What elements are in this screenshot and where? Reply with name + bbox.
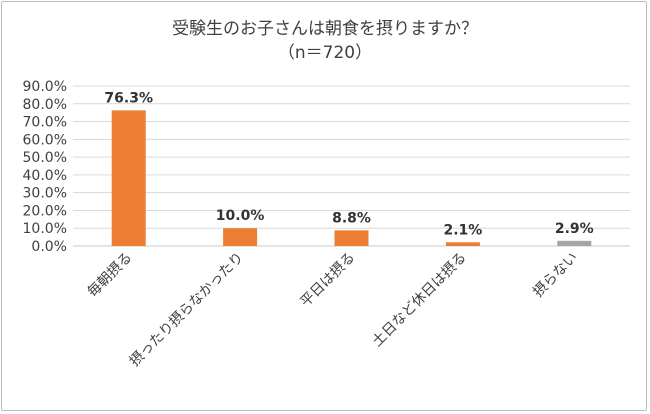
y-tick-label: 20.0% [23, 203, 67, 219]
y-tick-label: 50.0% [23, 150, 67, 166]
y-tick-label: 30.0% [23, 186, 67, 202]
y-tick-label: 60.0% [23, 132, 67, 148]
bar [557, 240, 592, 246]
bar [111, 110, 146, 246]
x-tick-label: 摂ったり摂らなかったり [127, 250, 247, 370]
bar [334, 230, 369, 246]
data-label: 10.0% [216, 208, 265, 224]
bar [445, 242, 480, 246]
data-label: 8.8% [332, 210, 371, 226]
y-tick-label: 70.0% [23, 115, 67, 131]
y-tick-label: 0.0% [31, 239, 67, 255]
x-tick-label: 土日など休日は摂る [369, 250, 469, 350]
data-label: 76.3% [104, 90, 153, 106]
data-label: 2.9% [555, 221, 594, 237]
x-tick-label: 摂らない [530, 250, 581, 301]
x-tick-label: 平日は摂る [298, 250, 359, 311]
y-tick-label: 10.0% [23, 221, 67, 237]
data-label: 2.1% [443, 222, 482, 238]
chart-subtitle: （n＝720） [277, 43, 373, 63]
chart-title: 受験生のお子さんは朝食を摂りますか？ [172, 19, 478, 39]
y-tick-label: 90.0% [23, 79, 67, 95]
bar [223, 228, 258, 246]
y-tick-label: 80.0% [23, 97, 67, 113]
x-tick-label: 毎朝摂る [85, 250, 136, 301]
y-tick-label: 40.0% [23, 168, 67, 184]
